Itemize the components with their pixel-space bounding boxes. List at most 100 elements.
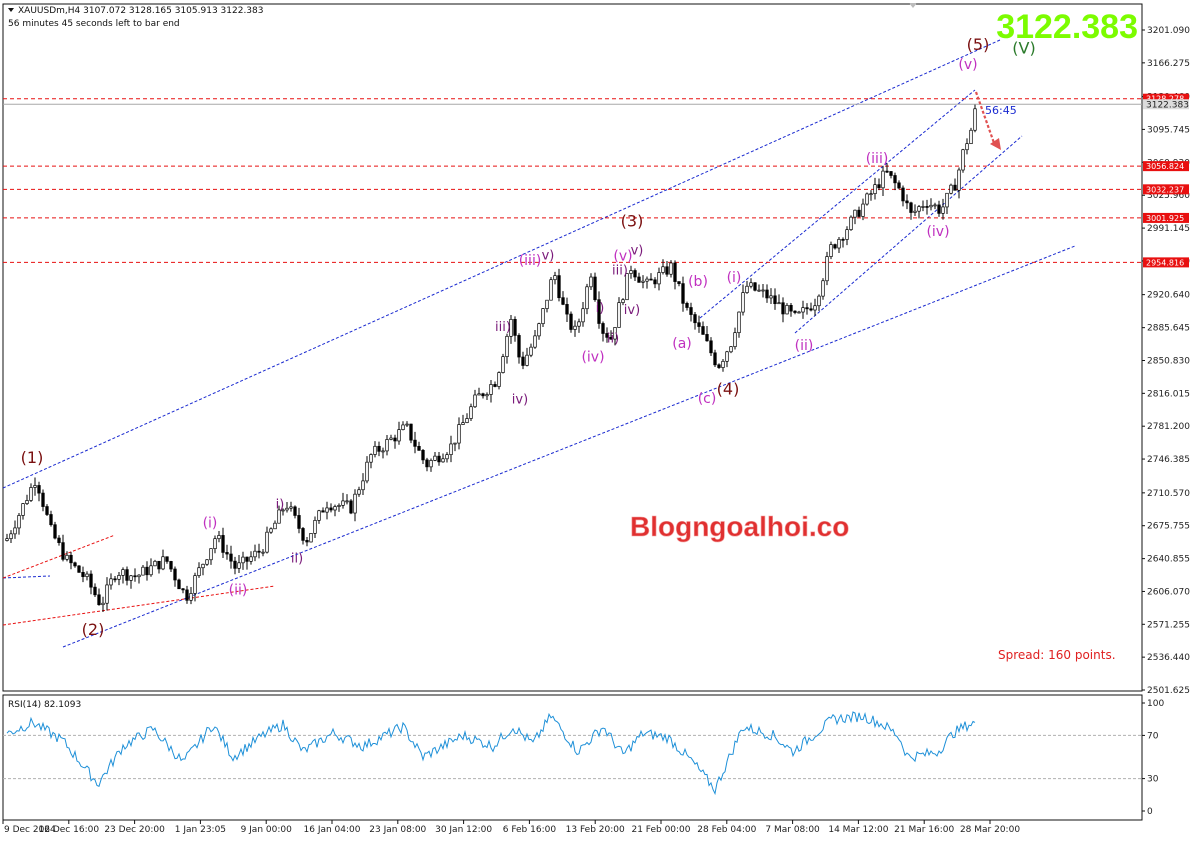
price-tick-label: 2816.015 <box>1147 389 1190 399</box>
candle-body <box>357 489 361 495</box>
wave-label-major: (V) <box>1012 39 1035 58</box>
price-tick-label: 2746.385 <box>1147 455 1190 465</box>
candle-body <box>61 542 65 560</box>
price-tick-label: 2850.830 <box>1147 356 1190 366</box>
candle-body <box>905 200 909 204</box>
candle-body <box>185 589 189 601</box>
spread-text: Spread: 160 points. <box>998 648 1116 662</box>
watermark-text: Blogngoalhoi.co <box>630 511 849 542</box>
rsi-tick-label: 70 <box>1147 731 1159 741</box>
candle-body <box>189 593 193 601</box>
candle-body <box>593 276 597 301</box>
current-price-tag <box>1143 99 1189 110</box>
price-tick-label: 2536.440 <box>1147 653 1190 663</box>
candle-body <box>73 562 77 567</box>
candle-body <box>653 279 657 285</box>
price-level-tag <box>1143 161 1189 172</box>
candle-body <box>221 535 225 553</box>
candle-body <box>321 510 325 513</box>
candle-body <box>617 302 621 328</box>
wedge-upper-line <box>699 89 976 319</box>
candle-body <box>461 422 465 425</box>
candle-body <box>473 394 477 408</box>
candle-body <box>809 308 813 311</box>
candle-body <box>13 527 17 535</box>
candle-body <box>833 244 837 249</box>
price-tick-label: 3166.275 <box>1147 59 1190 69</box>
candle-body <box>837 238 841 249</box>
price-tick-label: 3095.745 <box>1147 125 1190 135</box>
candle-body <box>733 332 737 348</box>
candle-body <box>513 318 517 336</box>
candle-body <box>197 567 201 576</box>
time-tick-label: 9 Dec 2024 <box>4 825 56 835</box>
rsi-tick-label: 0 <box>1147 807 1153 817</box>
channel-lower-line <box>62 245 1076 648</box>
candle-body <box>817 295 821 307</box>
candle-body <box>865 193 869 205</box>
candle-body <box>705 334 709 342</box>
candle-body <box>457 424 461 444</box>
candle-body <box>33 485 37 488</box>
forecast-arrow <box>974 91 1001 150</box>
candle-body <box>789 305 793 312</box>
candle-body <box>577 321 581 327</box>
candle-body <box>741 292 745 313</box>
candle-body <box>161 556 165 570</box>
candle-body <box>693 314 697 324</box>
candle-body <box>469 406 473 419</box>
candle-body <box>545 299 549 309</box>
candle-body <box>429 460 433 468</box>
candle-body <box>441 458 445 463</box>
price-level-tag <box>1143 212 1189 223</box>
candle-body <box>745 285 749 293</box>
candle-body <box>841 238 845 241</box>
candle-body <box>585 286 589 310</box>
candle-body <box>681 283 685 304</box>
wave-label-sub: (a) <box>672 336 692 352</box>
wedge-lower-line <box>794 135 1023 334</box>
candle-body <box>957 169 961 191</box>
candle-body <box>361 480 365 491</box>
candle-body <box>961 149 965 171</box>
candle-body <box>793 310 797 313</box>
candle-body <box>973 108 977 131</box>
one-click-trading-icon[interactable] <box>909 3 917 8</box>
wave-label-minor: i) <box>596 301 605 316</box>
candle-body <box>689 307 693 315</box>
price-levels: 3128.278 3056.824 3032.237 3001.925 2954.816… <box>3 93 1189 268</box>
candle-body <box>181 588 185 591</box>
candle-body <box>877 184 881 189</box>
forecast-arrow-head <box>990 138 1001 150</box>
candle-body <box>845 229 849 240</box>
candle-body <box>433 455 437 461</box>
candle-body <box>901 187 905 202</box>
candle-body <box>193 575 197 594</box>
candle-body <box>665 266 669 275</box>
candle-body <box>297 515 301 529</box>
candle-body <box>869 193 873 196</box>
wave-label-sub: (c) <box>698 391 717 407</box>
chart-menu-icon[interactable] <box>8 8 14 12</box>
candle-body <box>517 335 521 358</box>
candle-body <box>941 206 945 214</box>
price-level-tag <box>1143 93 1189 104</box>
candle-body <box>85 573 89 577</box>
candle-body <box>737 311 741 334</box>
candle-body <box>757 289 761 292</box>
candle-body <box>277 509 281 524</box>
price-level-label: 3001.925 <box>1146 214 1184 223</box>
candle-body <box>81 572 85 577</box>
candle-body <box>117 575 121 580</box>
candle-body <box>177 579 181 590</box>
time-tick-label: 21 Feb 00:00 <box>631 825 690 835</box>
candle-body <box>597 299 601 324</box>
wave-label-main: (1) <box>21 448 44 467</box>
candle-body <box>89 573 93 588</box>
candle-body <box>157 560 161 570</box>
candle-body <box>305 540 309 543</box>
trend-channel-lines <box>2 39 1076 648</box>
candle-body <box>685 302 689 308</box>
candle-body <box>825 256 829 282</box>
